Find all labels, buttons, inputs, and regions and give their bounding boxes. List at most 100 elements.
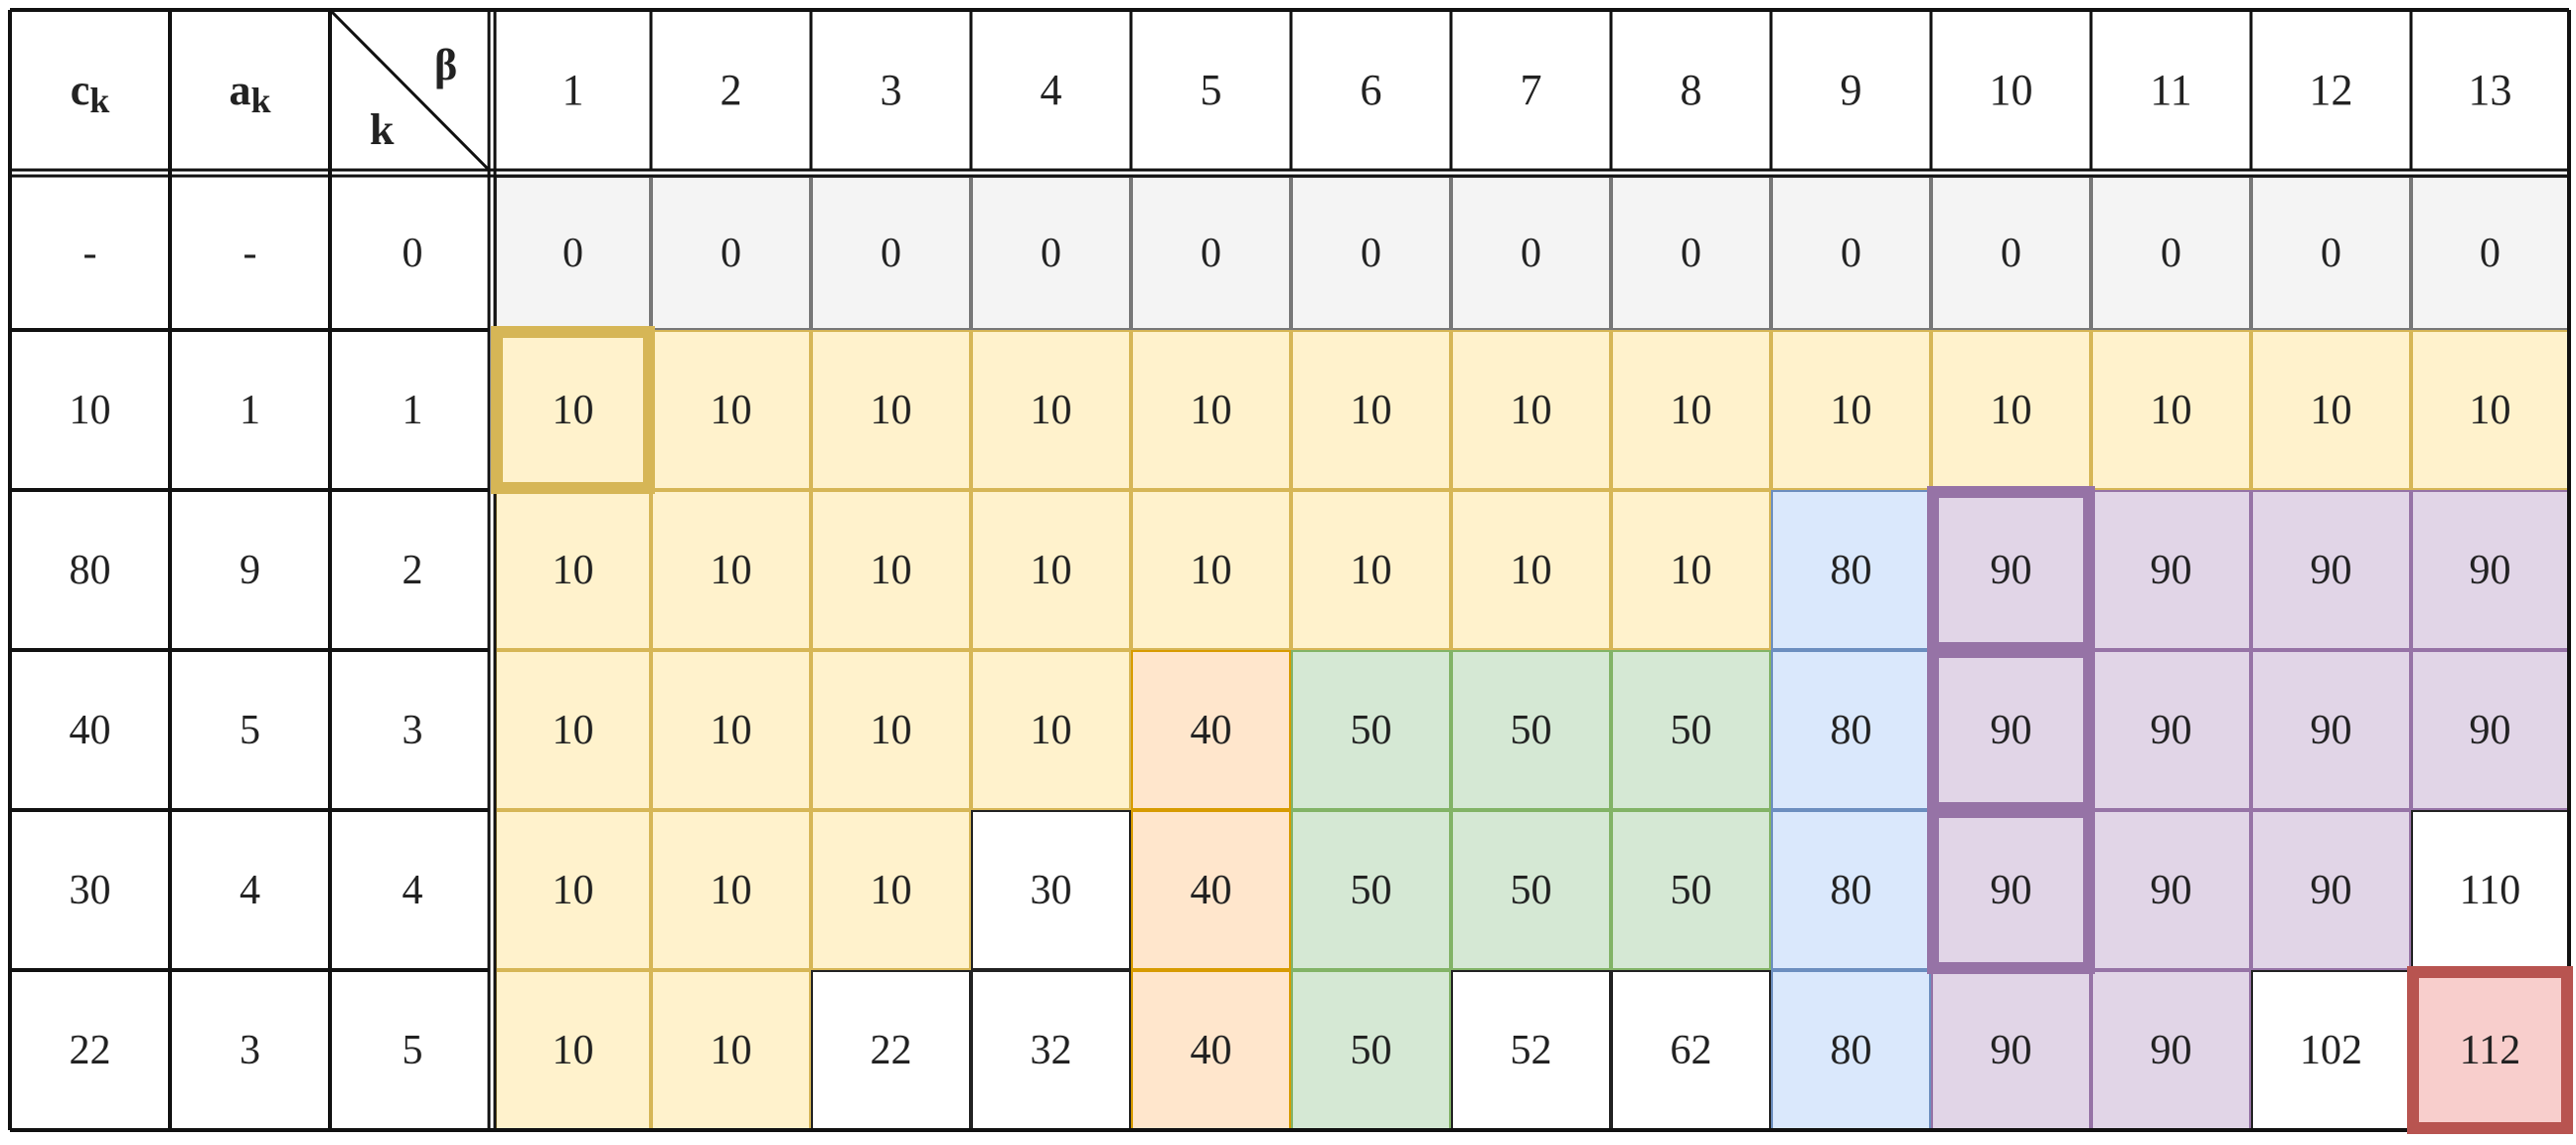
cell-k1-beta9: 10 — [1771, 330, 1931, 490]
cell-k4-beta10: 90 — [1931, 810, 2091, 970]
header-beta-5: 5 — [1200, 66, 1222, 114]
header-beta-8: 8 — [1680, 66, 1702, 114]
cell-k3-beta6: 50 — [1291, 650, 1451, 810]
header-beta-2: 2 — [720, 66, 742, 114]
cell-k2-beta8: 10 — [1611, 490, 1771, 650]
cell-k0-beta11: 0 — [2091, 176, 2251, 330]
header-ck-symbol: c — [70, 66, 90, 114]
cell-k3-beta8: 50 — [1611, 650, 1771, 810]
row-2-k: 2 — [402, 547, 423, 593]
row-3-k: 3 — [402, 707, 423, 753]
header-beta-4: 4 — [1040, 66, 1062, 114]
cell-k4-beta2: 10 — [651, 810, 811, 970]
cell-k0-beta4: 0 — [971, 176, 1131, 330]
header-diagonal — [328, 8, 491, 172]
row-5-ck: 22 — [69, 1027, 111, 1073]
cell-k0-beta8: 0 — [1611, 176, 1771, 330]
header-beta-9: 9 — [1840, 66, 1862, 114]
cell-k3-beta5: 40 — [1131, 650, 1291, 810]
cell-k4-beta3: 10 — [811, 810, 971, 970]
cell-k0-beta1: 0 — [495, 176, 651, 330]
header-ck-subscript: k — [89, 80, 110, 120]
cell-k2-beta12: 90 — [2251, 490, 2411, 650]
cell-k1-beta11: 10 — [2091, 330, 2251, 490]
cell-k4-beta13: 110 — [2411, 810, 2569, 970]
row-2-ak: 9 — [240, 547, 260, 593]
cell-k1-beta6: 10 — [1291, 330, 1451, 490]
cell-k2-beta4: 10 — [971, 490, 1131, 650]
cell-k0-beta7: 0 — [1451, 176, 1611, 330]
cell-k0-beta13: 0 — [2411, 176, 2569, 330]
row-3-ak: 5 — [240, 707, 260, 753]
row-4-k: 4 — [402, 867, 423, 913]
cell-k5-beta7: 52 — [1451, 970, 1611, 1130]
row-5-ak: 3 — [240, 1027, 260, 1073]
cell-k2-beta9: 80 — [1771, 490, 1931, 650]
row-0-ak: - — [242, 230, 257, 276]
cell-k5-beta1: 10 — [495, 970, 651, 1130]
row-4-ck: 30 — [69, 867, 111, 913]
cell-k0-beta3: 0 — [811, 176, 971, 330]
header-beta-1: 1 — [562, 66, 584, 114]
header-beta-label: β — [434, 41, 458, 89]
cell-k5-beta3: 22 — [811, 970, 971, 1130]
row-1-k: 1 — [402, 387, 423, 433]
cell-k3-beta7: 50 — [1451, 650, 1611, 810]
cell-k0-beta6: 0 — [1291, 176, 1451, 330]
header-ak-symbol: a — [229, 66, 251, 114]
cell-k0-beta9: 0 — [1771, 176, 1931, 330]
cell-k0-beta2: 0 — [651, 176, 811, 330]
cell-k1-beta12: 10 — [2251, 330, 2411, 490]
header-beta-13: 13 — [2468, 66, 2512, 114]
cell-k1-beta13: 10 — [2411, 330, 2569, 490]
cell-k5-beta2: 10 — [651, 970, 811, 1130]
cell-k1-beta5: 10 — [1131, 330, 1291, 490]
row-3-ck: 40 — [69, 707, 111, 753]
cell-k3-beta3: 10 — [811, 650, 971, 810]
cell-k5-beta6: 50 — [1291, 970, 1451, 1130]
cell-k5-beta5: 40 — [1131, 970, 1291, 1130]
cell-k5-beta12: 102 — [2251, 970, 2411, 1130]
cell-k5-beta10: 90 — [1931, 970, 2091, 1130]
header-k-beta: k β — [330, 10, 490, 170]
row-1-ck: 10 — [69, 387, 111, 433]
row-0-ck: - — [82, 230, 97, 276]
cell-k4-beta5: 40 — [1131, 810, 1291, 970]
cell-k1-beta2: 10 — [651, 330, 811, 490]
cell-k4-beta9: 80 — [1771, 810, 1931, 970]
row-0-k: 0 — [402, 230, 423, 276]
cell-k3-beta9: 80 — [1771, 650, 1931, 810]
cell-k4-beta6: 50 — [1291, 810, 1451, 970]
row-1-ak: 1 — [240, 387, 260, 433]
cell-k2-beta7: 10 — [1451, 490, 1611, 650]
cell-k5-beta4: 32 — [971, 970, 1131, 1130]
cell-k1-beta4: 10 — [971, 330, 1131, 490]
cell-k2-beta2: 10 — [651, 490, 811, 650]
cell-k3-beta1: 10 — [495, 650, 651, 810]
cell-k3-beta12: 90 — [2251, 650, 2411, 810]
cell-k4-beta4: 30 — [971, 810, 1131, 970]
header-k-label: k — [370, 105, 395, 154]
cell-k1-beta8: 10 — [1611, 330, 1771, 490]
cell-k2-beta5: 10 — [1131, 490, 1291, 650]
header-beta-11: 11 — [2150, 66, 2192, 114]
cell-k2-beta13: 90 — [2411, 490, 2569, 650]
cell-k5-beta13: 112 — [2411, 970, 2569, 1130]
header-beta-6: 6 — [1360, 66, 1382, 114]
cell-k1-beta3: 10 — [811, 330, 971, 490]
cell-k0-beta5: 0 — [1131, 176, 1291, 330]
cell-k2-beta6: 10 — [1291, 490, 1451, 650]
cell-k4-beta7: 50 — [1451, 810, 1611, 970]
header-beta-10: 10 — [1989, 66, 2033, 114]
row-5-k: 5 — [402, 1027, 423, 1073]
cell-k2-beta3: 10 — [811, 490, 971, 650]
row-2-ck: 80 — [69, 547, 111, 593]
cell-k4-beta12: 90 — [2251, 810, 2411, 970]
cell-k3-beta4: 10 — [971, 650, 1131, 810]
cell-k4-beta8: 50 — [1611, 810, 1771, 970]
header-beta-7: 7 — [1520, 66, 1542, 114]
